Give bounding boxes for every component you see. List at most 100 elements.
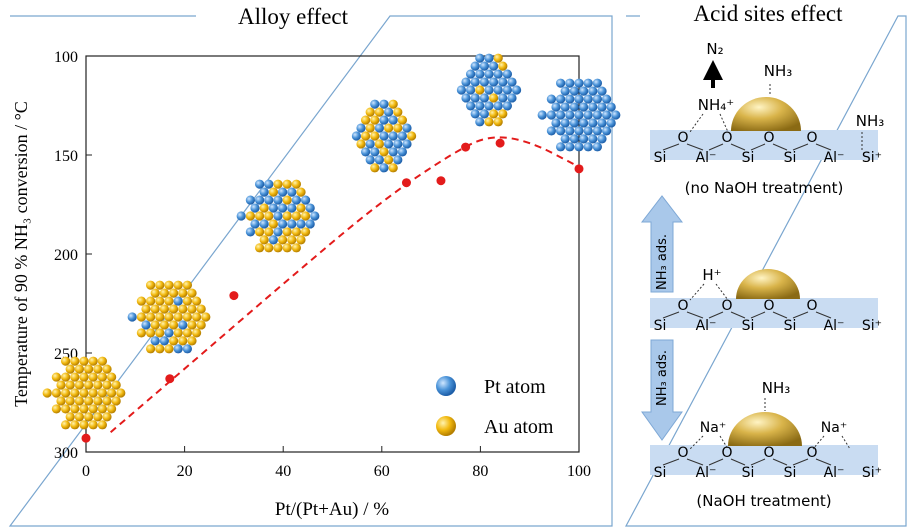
au-atom — [88, 356, 98, 366]
au-atom — [393, 107, 403, 117]
pt-atom — [173, 344, 183, 354]
au-atom — [70, 388, 80, 398]
bond — [662, 311, 680, 319]
pt-atom — [310, 211, 320, 221]
product-label: N₂ — [706, 40, 723, 58]
au-atom — [141, 304, 151, 314]
pt-atom — [164, 328, 174, 338]
pt-atom — [611, 110, 621, 120]
au-atom — [65, 364, 75, 374]
au-atom — [51, 372, 62, 382]
pt-atom — [606, 102, 616, 112]
au-atom — [146, 312, 156, 322]
au-atom — [365, 123, 375, 133]
au-atom — [374, 139, 384, 149]
au-atom — [192, 296, 202, 306]
oxygen-atom: O — [806, 445, 817, 461]
bond — [708, 458, 724, 466]
support-surface — [650, 298, 878, 328]
pt-atom — [141, 320, 151, 330]
au-atom — [97, 420, 107, 430]
pt-atom — [370, 99, 380, 109]
au-atom — [70, 420, 80, 430]
pt-atom — [388, 115, 398, 125]
au-atom — [264, 227, 274, 237]
legend-pt-marker — [436, 376, 456, 396]
pt-atom — [597, 102, 607, 112]
au-atom — [356, 139, 366, 149]
pt-atom — [498, 93, 508, 103]
au-atom — [255, 227, 265, 237]
pt-atom — [278, 187, 288, 197]
pt-atom — [370, 147, 380, 157]
pt-atom — [379, 99, 389, 109]
pt-atom — [379, 131, 389, 141]
au-atom — [182, 312, 192, 322]
arrow-down-label: NH₃ ads. — [655, 350, 670, 406]
au-atom — [196, 320, 206, 330]
pt-atom — [479, 93, 489, 103]
au-atom — [111, 396, 121, 406]
adsorption-arrow-down: NH₃ ads. — [641, 339, 683, 441]
pt-atom — [159, 336, 169, 346]
pt-atom — [602, 110, 612, 120]
bond — [662, 143, 680, 151]
bond — [815, 311, 832, 319]
au-atom — [192, 328, 202, 338]
au-atom — [93, 396, 103, 406]
x-tick-label: 100 — [567, 463, 591, 480]
bond — [708, 311, 724, 319]
bond — [662, 458, 680, 466]
bond — [730, 458, 746, 466]
au-atom — [196, 304, 206, 314]
au-atom — [56, 396, 66, 406]
x-tick-label: 0 — [82, 463, 90, 480]
pt-atom — [546, 126, 557, 136]
au-atom — [51, 404, 62, 414]
h-bond-right — [719, 113, 729, 133]
pt-atom — [393, 155, 403, 165]
pt-atom — [402, 139, 412, 149]
pt-atom — [388, 147, 398, 157]
au-atom — [264, 211, 274, 221]
lattice-atom: Si — [784, 318, 797, 334]
pt-atom — [565, 110, 575, 120]
au-atom — [173, 328, 183, 338]
lattice-atom: Si — [784, 465, 797, 481]
au-atom — [65, 412, 75, 422]
pt-atom — [479, 77, 489, 87]
pt-atom — [592, 126, 603, 136]
pt-atom — [493, 69, 503, 79]
right-panel-frame — [625, 15, 907, 527]
pt-atom — [268, 203, 278, 213]
pt-atom — [493, 85, 503, 95]
pt-atom — [569, 134, 580, 144]
na-left-bond-b — [719, 435, 729, 450]
pt-atom — [475, 117, 485, 127]
pt-atom — [560, 134, 570, 144]
pt-atom — [588, 86, 598, 96]
pt-atom — [461, 77, 471, 87]
pt-atom — [583, 78, 593, 88]
au-atom — [301, 211, 311, 221]
au-atom — [493, 53, 503, 63]
au-atom — [278, 235, 288, 245]
au-atom — [159, 320, 169, 330]
pt-atom — [255, 179, 265, 189]
pt-atom — [461, 93, 471, 103]
pt-atom — [507, 93, 517, 103]
pt-atom — [556, 94, 566, 104]
pt-atom — [296, 219, 306, 229]
pt-atom — [470, 77, 480, 87]
pt-atom — [556, 126, 566, 136]
nanoparticle-cluster — [236, 179, 320, 253]
au-atom — [407, 131, 417, 141]
pt-atom — [356, 123, 366, 133]
pt-atom — [475, 53, 485, 63]
metal-particle — [728, 412, 802, 446]
au-atom — [70, 404, 80, 414]
au-atom — [61, 372, 71, 382]
trend-line — [109, 136, 580, 433]
